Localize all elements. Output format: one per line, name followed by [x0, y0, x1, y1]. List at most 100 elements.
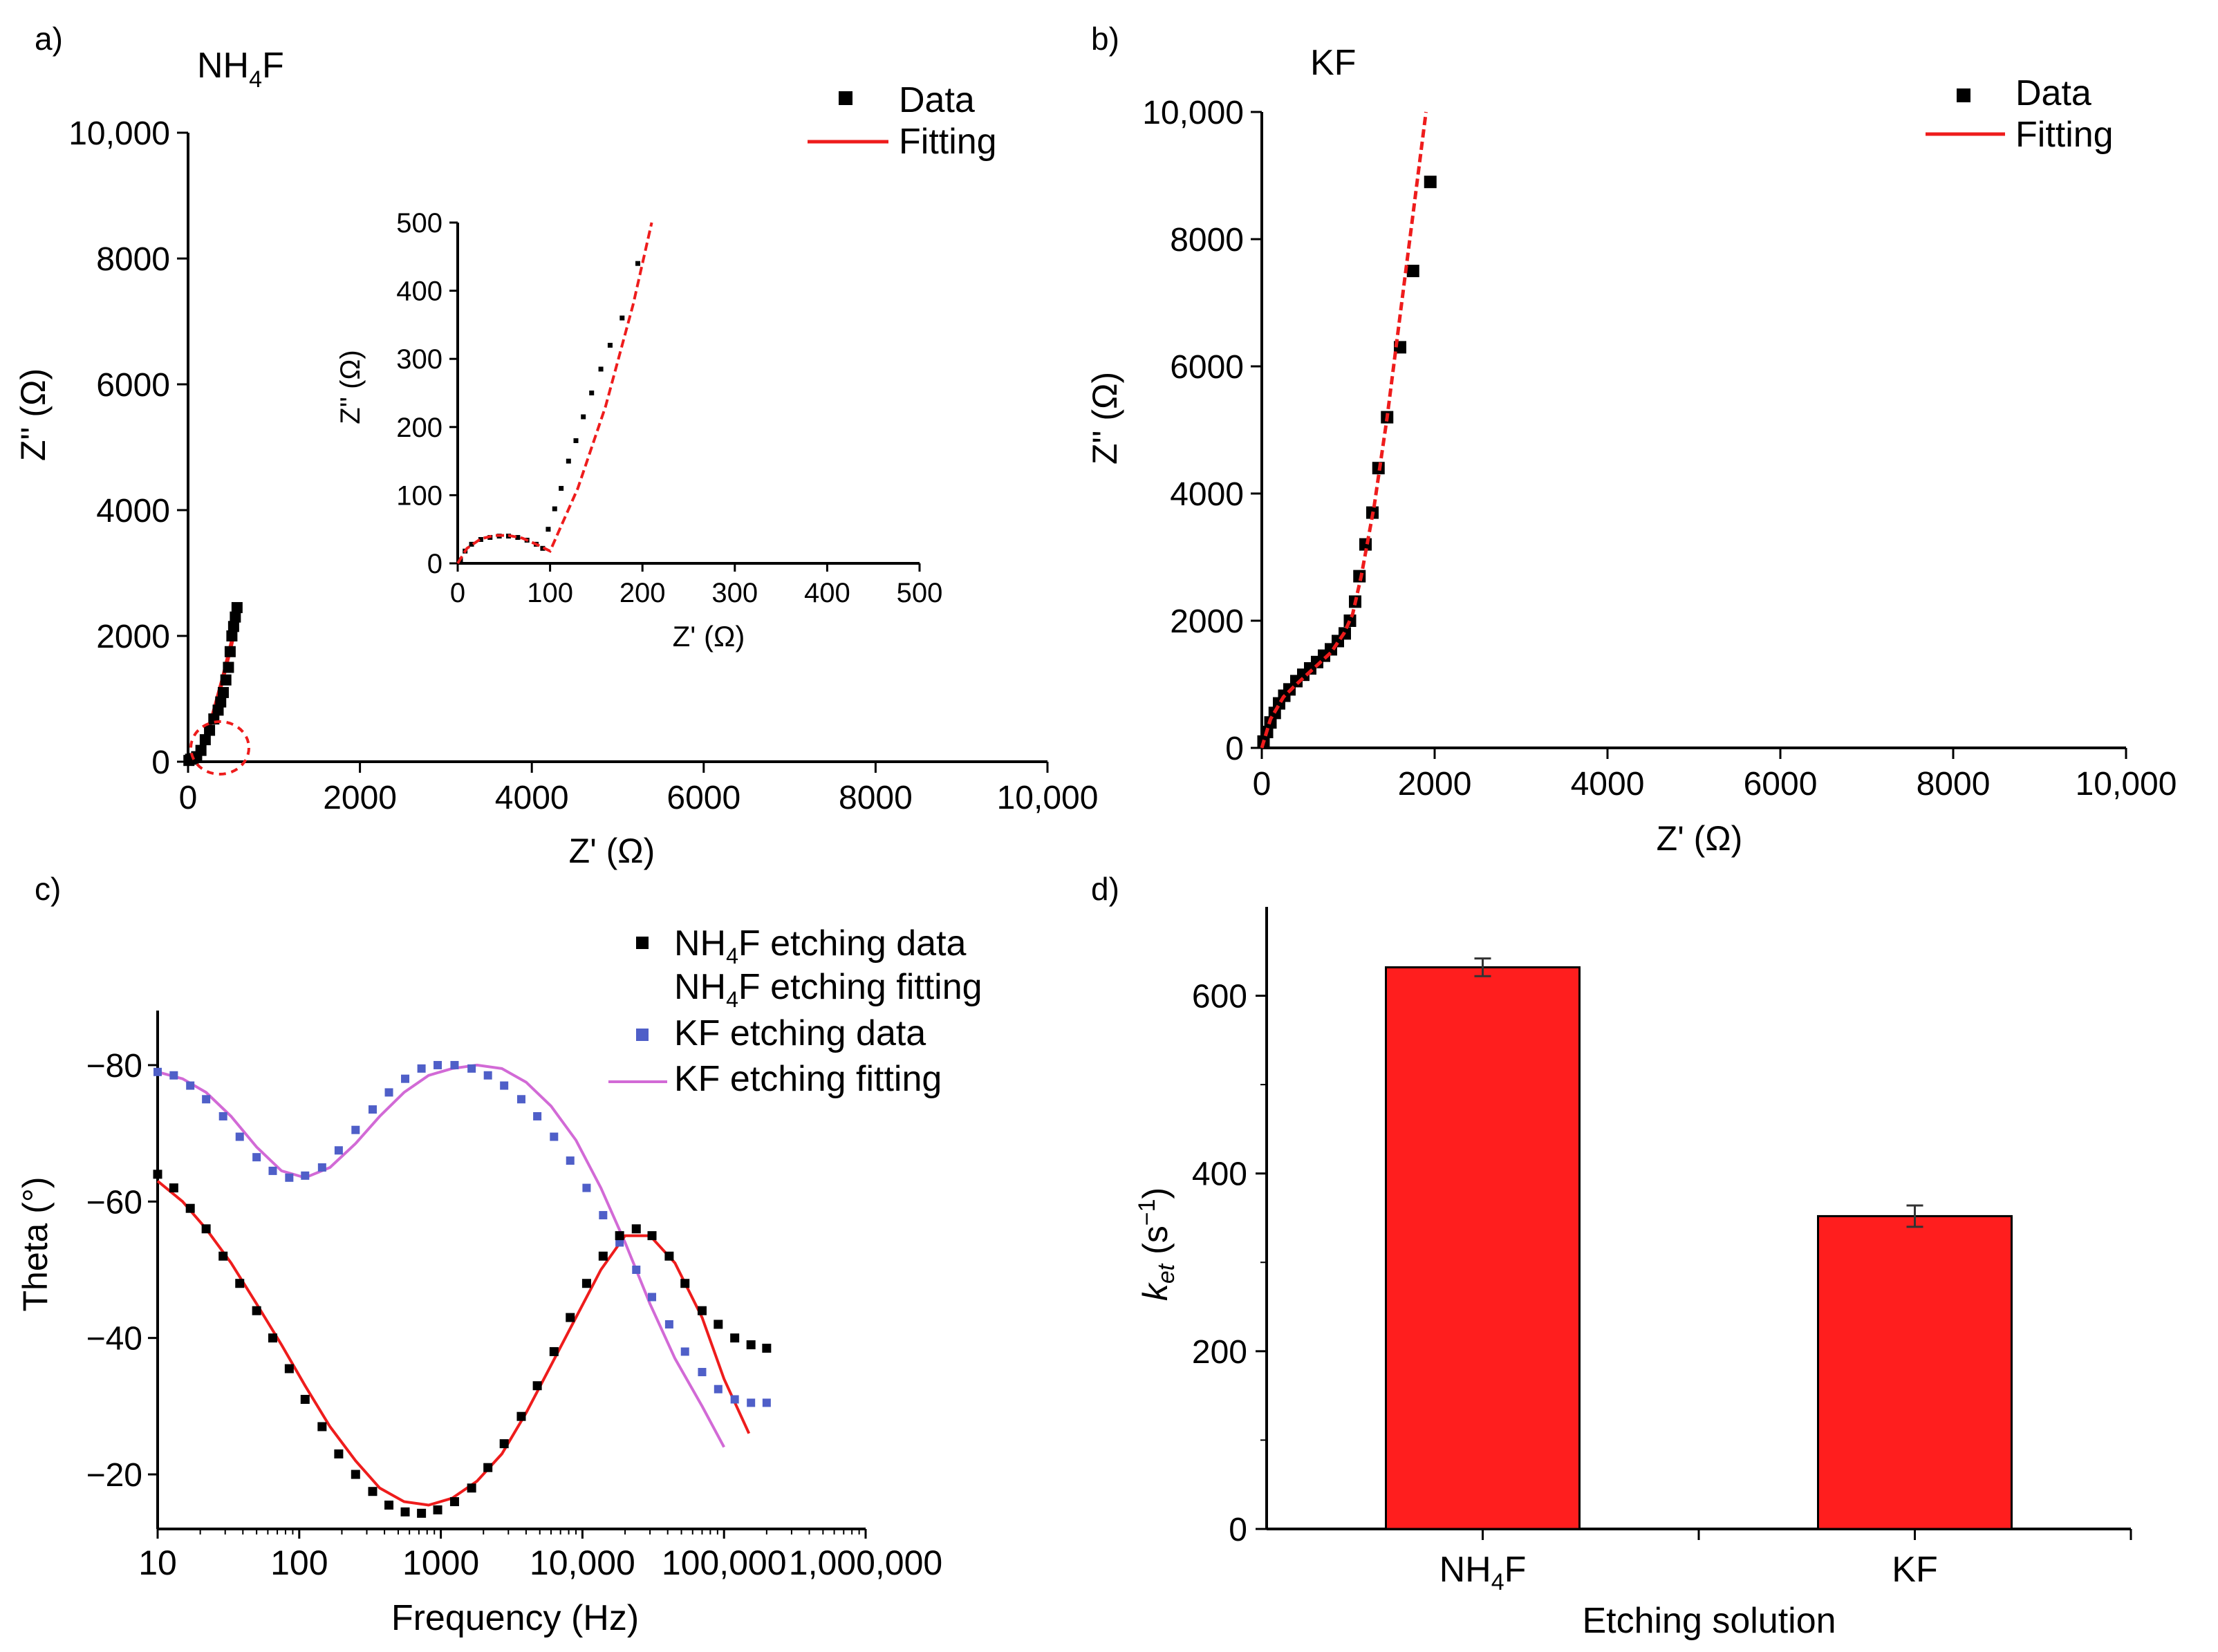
- panel-c-kf-data-point: [566, 1156, 575, 1165]
- panel-d-y-tick-label: 400: [1192, 1156, 1247, 1193]
- panel-c-nh4f-data-point: [746, 1340, 756, 1350]
- panel-b-xlabel: Z' (Ω): [1657, 819, 1743, 858]
- panel-c-legend-label-1: NH4F etching data: [674, 923, 967, 968]
- panel-c-kf-data-point: [648, 1293, 657, 1302]
- panel-c-kf-data-point: [218, 1111, 227, 1120]
- panel-c-nh4f-data-point: [268, 1333, 277, 1343]
- panel-c-x-tick-label: 1,000,000: [789, 1543, 942, 1582]
- panel-c-kf-data-point: [153, 1067, 162, 1076]
- panel-a-y-tick-label: 6000: [96, 367, 170, 404]
- panel-c-nh4f-data-point: [566, 1313, 575, 1322]
- panel-c-nh4f-data-point: [252, 1306, 261, 1315]
- panel-c-kf-data-point: [500, 1081, 509, 1090]
- panel-a-inset-data-point: [546, 527, 551, 532]
- panel-b-fitting-line: [1260, 111, 1428, 749]
- panel-c-nh4f-data-point: [433, 1505, 442, 1514]
- panel-c-nh4f-data-point: [516, 1411, 526, 1421]
- panel-b-x-tick-label: 8000: [1917, 766, 1991, 802]
- panel-c-kf-data-point: [714, 1385, 723, 1393]
- panel-d-ylabel: ket (s−1): [1134, 1188, 1180, 1301]
- panel-c-x-tick-label: 100,000: [662, 1543, 787, 1582]
- panel-a-y-tick-label: 2000: [96, 619, 170, 655]
- panel-a-x-tick-label: 6000: [667, 780, 740, 816]
- panel-c-kf-data-point: [664, 1320, 673, 1329]
- panel-c-nh4f-data-point: [317, 1422, 327, 1432]
- panel-a-legend-fit-label: Fitting: [899, 122, 997, 162]
- panel-a-inset-fitting-line: [456, 222, 653, 565]
- panel-c-kf-data-point: [368, 1105, 377, 1114]
- panel-c-kf-data-point: [632, 1266, 641, 1274]
- panel-c-nh4f-data-point: [631, 1224, 641, 1234]
- panel-a-legend-data-label: Data: [899, 80, 975, 120]
- panel-c-kf-data-point: [235, 1132, 244, 1141]
- panel-b-x-tick-label: 4000: [1571, 766, 1645, 802]
- panel-c-kf-data-point: [533, 1111, 542, 1120]
- panel-a-legend: Data Fitting: [808, 80, 997, 162]
- panel-d-category-label: KF: [1892, 1550, 1937, 1590]
- panel-c-kf-data-point: [417, 1064, 426, 1073]
- panel-b-title: KF: [1310, 43, 1356, 83]
- panel-a-xlabel: Z' (Ω): [569, 832, 655, 870]
- panel-a: a) NH4F 0 2000 4000 6000 8000 10,000020004000…: [14, 21, 1098, 870]
- panel-c-x-tick-label: 10: [138, 1543, 177, 1582]
- panel-c-kf-data-point: [516, 1095, 525, 1104]
- panel-a-inset-x-tick-label: 200: [619, 578, 666, 608]
- panel-a-inset-y-tick-label: 300: [396, 344, 442, 375]
- panel-a-inset-data-point: [607, 342, 613, 348]
- panel-b-y-tick-label: 10,000: [1142, 95, 1244, 131]
- panel-a-inset-data-point: [478, 536, 483, 542]
- panel-b-legend-fit-label: Fitting: [2015, 115, 2114, 155]
- panel-a-inset-data-point: [573, 438, 579, 444]
- panel-d-y-tick-label: 200: [1192, 1334, 1247, 1371]
- panel-a-data-point: [226, 630, 238, 641]
- panel-c-nh4f-data-point: [400, 1507, 410, 1517]
- panel-a-inset-data-point: [552, 506, 557, 511]
- panel-d-y-tick-label: 600: [1192, 979, 1247, 1015]
- panel-c-x-tick-label: 10,000: [530, 1543, 635, 1582]
- panel-a-y-tick-label: 0: [151, 744, 170, 781]
- panel-b-series: [1257, 111, 1437, 749]
- panel-a-inset-x-tick-label: 300: [711, 578, 758, 608]
- panel-a-zoom-circle: [189, 720, 250, 776]
- panel-c-y-tick-label: −40: [86, 1321, 142, 1358]
- panel-a-inset-data-point: [589, 391, 595, 395]
- panel-a-data-point: [215, 696, 227, 708]
- panel-a-plot: 0 2000 4000 6000 8000 10,00002000400060008000…: [68, 115, 1098, 816]
- panel-b-y-tick-label: 0: [1225, 731, 1244, 767]
- panel-c-legend-label-4: KF etching fitting: [674, 1059, 942, 1099]
- panel-c-legend-marker-1: [636, 937, 649, 949]
- panel-a-inset-data-point: [619, 315, 625, 321]
- panel-c-nh4f-data-point: [334, 1449, 344, 1458]
- panel-c-kf-data-point: [285, 1173, 294, 1182]
- panel-c-series: [153, 1060, 772, 1518]
- panel-a-label: a): [35, 21, 63, 57]
- panel-a-data-point: [223, 661, 234, 673]
- panel-a-inset-axes: 0 100 200 300 400 500 0 100 200 300 400 500: [396, 208, 942, 608]
- panel-a-title: NH4F: [197, 46, 284, 93]
- panel-a-inset-data-point: [598, 366, 604, 372]
- panel-b-legend-data-marker: [1957, 88, 1970, 102]
- panel-c-kf-data-point: [730, 1395, 739, 1404]
- panel-c-nh4f-data-point: [680, 1279, 690, 1288]
- panel-c-legend-label-3: KF etching data: [674, 1013, 926, 1053]
- panel-c-nh4f-data-point: [201, 1224, 211, 1234]
- panel-a-inset-xlabel: Z' (Ω): [673, 620, 745, 653]
- panel-c-kf-data-point: [317, 1163, 326, 1172]
- panel-c-legend-label-2: NH4F etching fitting: [674, 967, 982, 1012]
- panel-a-axes: 0 2000 4000 6000 8000 10,00002000400060008000…: [68, 115, 1098, 816]
- panel-c-legend-marker-3: [636, 1029, 649, 1041]
- panel-a-y-tick-label: 10,000: [68, 115, 170, 152]
- panel-c-nh4f-data-point: [351, 1470, 360, 1479]
- panel-a-inset-series: [456, 222, 653, 565]
- panel-c-ylabel: Theta (°): [16, 1176, 55, 1311]
- panel-c-nh4f-data-point: [581, 1279, 591, 1288]
- panel-c-nh4f-data-point: [449, 1497, 459, 1507]
- panel-a-inset-x-tick-label: 500: [897, 578, 943, 608]
- panel-c-nh4f-data-point: [368, 1487, 378, 1496]
- panel-c-kf-data-point: [268, 1166, 277, 1175]
- panel-c-kf-data-point: [550, 1132, 559, 1141]
- panel-c-nh4f-data-point: [169, 1183, 178, 1193]
- panel-a-x-tick-label: 0: [179, 780, 198, 816]
- panel-c-label: c): [35, 871, 61, 907]
